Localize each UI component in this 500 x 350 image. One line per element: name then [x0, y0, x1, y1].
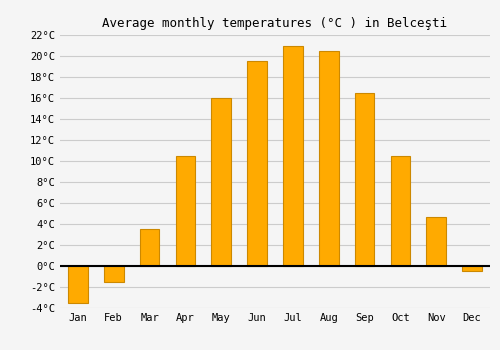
Title: Average monthly temperatures (°C ) in Belceşti: Average monthly temperatures (°C ) in Be… — [102, 17, 448, 30]
Bar — [176, 156, 196, 266]
Bar — [140, 229, 160, 266]
Bar — [212, 98, 231, 266]
Bar — [68, 266, 88, 303]
Bar — [283, 46, 303, 266]
Bar — [319, 51, 338, 266]
Bar — [462, 266, 482, 271]
Bar — [354, 93, 374, 266]
Bar — [104, 266, 124, 282]
Bar — [390, 156, 410, 266]
Bar — [247, 61, 267, 266]
Bar — [426, 217, 446, 266]
